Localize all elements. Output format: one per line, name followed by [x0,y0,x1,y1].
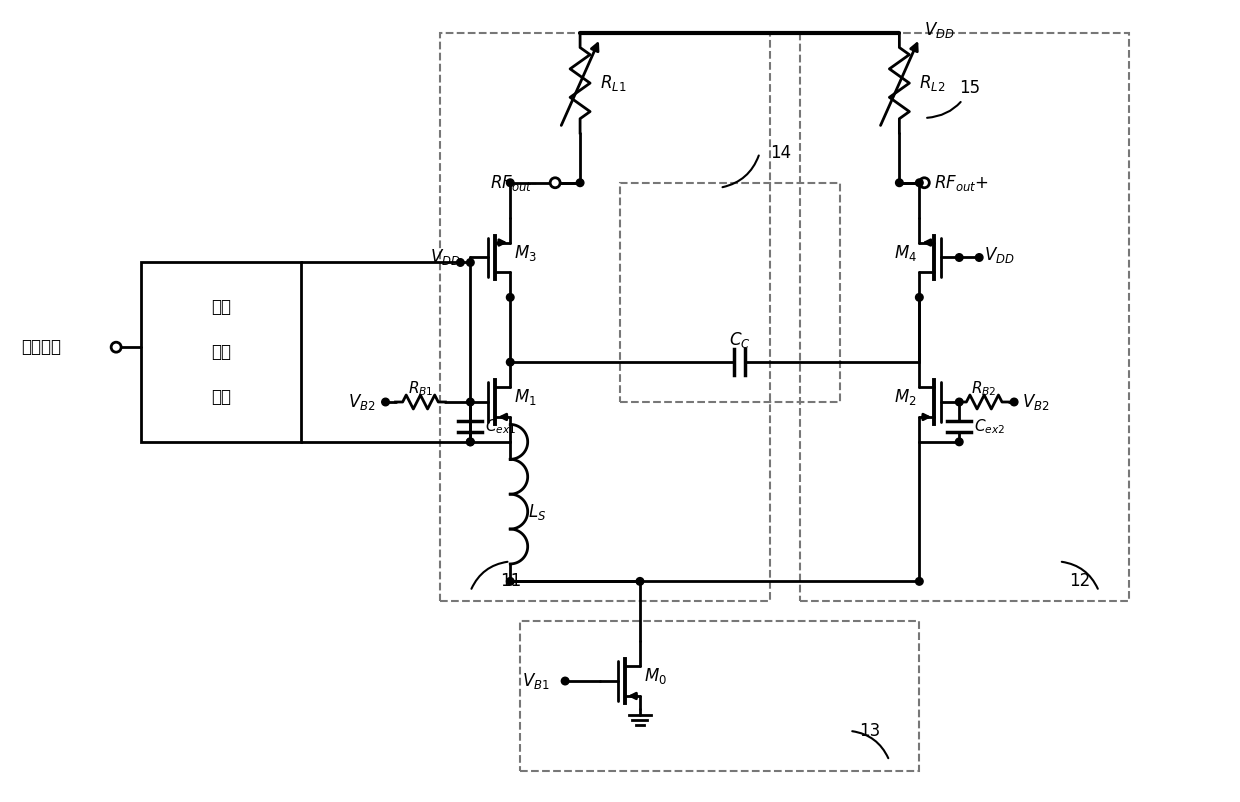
Circle shape [506,294,515,301]
Text: $L_S$: $L_S$ [528,501,547,521]
Circle shape [577,179,584,187]
Text: $V_{DD}$: $V_{DD}$ [429,248,460,268]
Circle shape [466,259,474,266]
Text: 11: 11 [500,573,522,590]
Text: $R_{B1}$: $R_{B1}$ [408,379,433,399]
Text: 网络: 网络 [211,388,231,406]
Circle shape [551,178,560,188]
Text: $R_{L2}$: $R_{L2}$ [919,73,946,93]
Bar [440,33,770,601]
Text: $V_{B2}$: $V_{B2}$ [1022,392,1050,412]
Circle shape [456,259,464,266]
Circle shape [915,577,923,585]
Text: $V_{DD}$: $V_{DD}$ [985,245,1014,265]
Circle shape [895,179,903,187]
Circle shape [466,399,474,406]
Text: 输入: 输入 [211,298,231,316]
Text: 射频输入: 射频输入 [21,338,61,356]
Text: $M_1$: $M_1$ [515,387,537,407]
Circle shape [506,577,515,585]
Text: $R_{B2}$: $R_{B2}$ [971,379,997,399]
Text: 匹配: 匹配 [211,343,231,361]
Text: 13: 13 [859,722,880,740]
Text: $M_3$: $M_3$ [515,242,537,262]
Circle shape [466,438,474,446]
Text: $RF_{out}$-: $RF_{out}$- [490,172,538,192]
Text: 14: 14 [770,144,791,162]
Circle shape [636,577,644,585]
Circle shape [506,358,515,366]
Text: $V_{B1}$: $V_{B1}$ [522,671,551,691]
Text: 15: 15 [928,79,981,118]
Text: $M_0$: $M_0$ [644,666,667,686]
Circle shape [919,178,929,188]
Text: $M_4$: $M_4$ [894,242,918,262]
Text: $V_{B2}$: $V_{B2}$ [348,392,376,412]
Text: $M_2$: $M_2$ [894,387,916,407]
Text: $RF_{out}$+: $RF_{out}$+ [934,172,990,192]
Circle shape [466,438,474,446]
Circle shape [562,677,569,685]
Circle shape [915,294,923,301]
Circle shape [915,179,923,187]
Text: $C_{ex2}$: $C_{ex2}$ [975,418,1006,436]
Circle shape [956,399,963,406]
Circle shape [956,253,963,261]
Bar [800,33,1128,601]
Circle shape [1011,399,1018,406]
Circle shape [956,438,963,446]
Text: $C_C$: $C_C$ [729,330,750,350]
Text: 12: 12 [1069,573,1090,590]
Circle shape [112,342,122,352]
Bar [521,622,919,771]
Circle shape [976,253,983,261]
Text: $C_{ex1}$: $C_{ex1}$ [485,418,517,436]
Circle shape [382,399,389,406]
Bar [620,183,839,402]
Circle shape [506,179,515,187]
Text: $V_{DD}$: $V_{DD}$ [924,20,955,40]
Bar [141,262,301,442]
Text: $R_{L1}$: $R_{L1}$ [600,73,626,93]
